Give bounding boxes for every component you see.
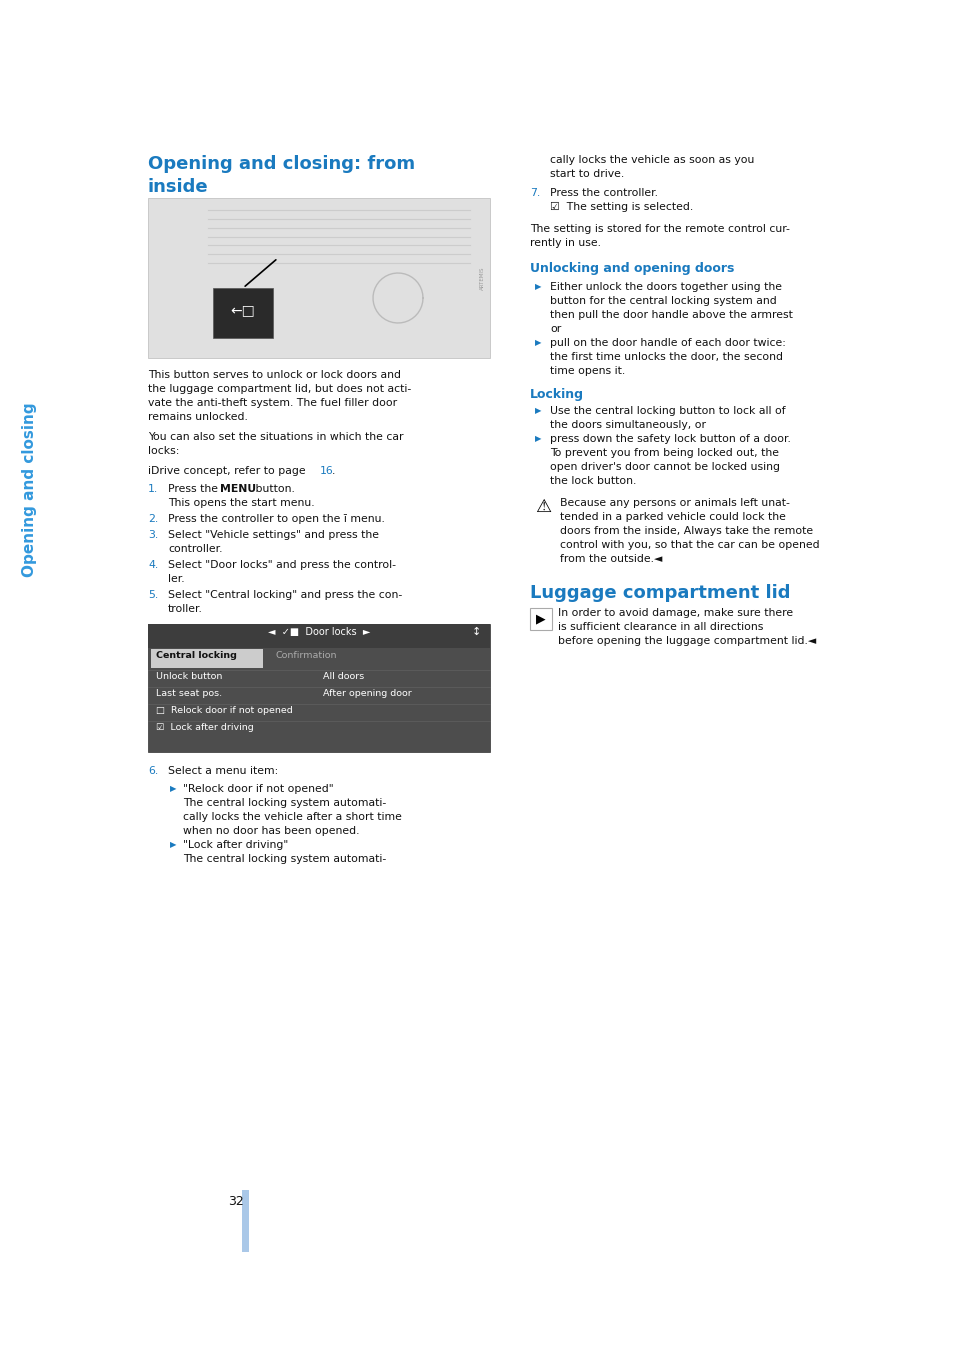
Text: MENU: MENU <box>220 484 255 494</box>
Text: The setting is stored for the remote control cur-: The setting is stored for the remote con… <box>530 224 789 234</box>
Text: Unlocking and opening doors: Unlocking and opening doors <box>530 262 734 276</box>
Text: Central locking: Central locking <box>156 651 236 661</box>
Text: tended in a parked vehicle could lock the: tended in a parked vehicle could lock th… <box>559 512 785 521</box>
Text: 7.: 7. <box>530 188 539 199</box>
Bar <box>148 624 490 753</box>
Text: ↕: ↕ <box>472 627 481 638</box>
Text: controller.: controller. <box>168 544 222 554</box>
Text: button.: button. <box>252 484 294 494</box>
Text: 1.: 1. <box>148 484 158 494</box>
Text: 5.: 5. <box>148 590 158 600</box>
Text: 4.: 4. <box>148 561 158 570</box>
Text: .: . <box>332 466 335 476</box>
Text: ▶: ▶ <box>535 282 541 290</box>
Text: ⚠: ⚠ <box>535 499 551 516</box>
Text: "Relock door if not opened": "Relock door if not opened" <box>183 784 334 794</box>
Text: Press the: Press the <box>168 484 221 494</box>
Text: ▶: ▶ <box>170 840 176 848</box>
Text: ▶: ▶ <box>535 434 541 443</box>
Text: ▶: ▶ <box>535 338 541 347</box>
Text: Press the controller.: Press the controller. <box>550 188 658 199</box>
Text: ler.: ler. <box>168 574 185 584</box>
Text: 3.: 3. <box>148 530 158 540</box>
Text: ☑  Lock after driving: ☑ Lock after driving <box>156 723 253 732</box>
Text: the luggage compartment lid, but does not acti-: the luggage compartment lid, but does no… <box>148 384 411 394</box>
Text: vate the anti-theft system. The fuel filler door: vate the anti-theft system. The fuel fil… <box>148 399 396 408</box>
Text: ▶: ▶ <box>536 612 545 626</box>
Text: "Lock after driving": "Lock after driving" <box>183 840 288 850</box>
Bar <box>213 288 273 338</box>
Text: ▶: ▶ <box>170 784 176 793</box>
Text: inside: inside <box>148 178 209 196</box>
Text: Confirmation: Confirmation <box>275 651 337 661</box>
Text: locks:: locks: <box>148 446 179 457</box>
Text: the lock button.: the lock button. <box>550 476 636 486</box>
Text: ☑  The setting is selected.: ☑ The setting is selected. <box>550 203 693 212</box>
Text: iDrive concept, refer to page: iDrive concept, refer to page <box>148 466 309 476</box>
Text: Locking: Locking <box>530 388 583 401</box>
Bar <box>151 648 263 667</box>
Text: Press the controller to open the ī menu.: Press the controller to open the ī menu. <box>168 513 384 524</box>
Text: from the outside.◄: from the outside.◄ <box>559 554 661 563</box>
Text: or: or <box>550 324 560 334</box>
Text: press down the safety lock button of a door.: press down the safety lock button of a d… <box>550 434 790 444</box>
Bar <box>530 608 552 630</box>
Text: pull on the door handle of each door twice:: pull on the door handle of each door twi… <box>550 338 785 349</box>
Bar <box>148 199 490 358</box>
Text: doors from the inside, Always take the remote: doors from the inside, Always take the r… <box>559 526 812 536</box>
Text: Either unlock the doors together using the: Either unlock the doors together using t… <box>550 282 781 292</box>
Text: time opens it.: time opens it. <box>550 366 624 376</box>
Text: After opening door: After opening door <box>323 689 412 698</box>
Text: 16: 16 <box>319 466 334 476</box>
Bar <box>148 624 490 648</box>
Text: This button serves to unlock or lock doors and: This button serves to unlock or lock doo… <box>148 370 400 380</box>
Text: ▶: ▶ <box>535 407 541 415</box>
Text: Select "Central locking" and press the con-: Select "Central locking" and press the c… <box>168 590 402 600</box>
Text: Opening and closing: from: Opening and closing: from <box>148 155 415 173</box>
Text: To prevent you from being locked out, the: To prevent you from being locked out, th… <box>550 449 779 458</box>
Text: 6.: 6. <box>148 766 158 775</box>
Text: ARTEMIS: ARTEMIS <box>479 266 484 289</box>
Text: Select a menu item:: Select a menu item: <box>168 766 278 775</box>
Text: remains unlocked.: remains unlocked. <box>148 412 248 422</box>
Text: open driver's door cannot be locked using: open driver's door cannot be locked usin… <box>550 462 780 471</box>
Text: You can also set the situations in which the car: You can also set the situations in which… <box>148 432 403 442</box>
Text: ◄  ✓■  Door locks  ►: ◄ ✓■ Door locks ► <box>268 627 370 638</box>
Text: The central locking system automati-: The central locking system automati- <box>183 798 386 808</box>
Text: before opening the luggage compartment lid.◄: before opening the luggage compartment l… <box>558 636 816 646</box>
Text: troller.: troller. <box>168 604 203 613</box>
Text: Select "Vehicle settings" and press the: Select "Vehicle settings" and press the <box>168 530 378 540</box>
Text: 32: 32 <box>228 1196 244 1208</box>
Text: start to drive.: start to drive. <box>550 169 623 178</box>
Text: is sufficient clearance in all directions: is sufficient clearance in all direction… <box>558 621 762 632</box>
Text: Because any persons or animals left unat-: Because any persons or animals left unat… <box>559 499 789 508</box>
Text: Opening and closing: Opening and closing <box>23 403 37 577</box>
Text: This opens the start menu.: This opens the start menu. <box>168 499 314 508</box>
Text: button for the central locking system and: button for the central locking system an… <box>550 296 776 305</box>
Text: All doors: All doors <box>323 671 364 681</box>
Text: cally locks the vehicle as soon as you: cally locks the vehicle as soon as you <box>550 155 754 165</box>
Text: the doors simultaneously, or: the doors simultaneously, or <box>550 420 705 430</box>
Text: Select "Door locks" and press the control-: Select "Door locks" and press the contro… <box>168 561 395 570</box>
Text: Use the central locking button to lock all of: Use the central locking button to lock a… <box>550 407 785 416</box>
Text: □  Relock door if not opened: □ Relock door if not opened <box>156 707 293 715</box>
Text: Unlock button: Unlock button <box>156 671 222 681</box>
Text: Last seat pos.: Last seat pos. <box>156 689 222 698</box>
Text: In order to avoid damage, make sure there: In order to avoid damage, make sure ther… <box>558 608 792 617</box>
Text: rently in use.: rently in use. <box>530 238 600 249</box>
Bar <box>242 1190 249 1252</box>
Text: The central locking system automati-: The central locking system automati- <box>183 854 386 865</box>
Text: then pull the door handle above the armrest: then pull the door handle above the armr… <box>550 309 792 320</box>
Text: cally locks the vehicle after a short time: cally locks the vehicle after a short ti… <box>183 812 401 821</box>
Text: the first time unlocks the door, the second: the first time unlocks the door, the sec… <box>550 353 782 362</box>
Text: Luggage compartment lid: Luggage compartment lid <box>530 584 790 603</box>
Text: control with you, so that the car can be opened: control with you, so that the car can be… <box>559 540 819 550</box>
Text: ←□: ←□ <box>231 303 255 317</box>
Text: 2.: 2. <box>148 513 158 524</box>
Bar <box>148 648 490 670</box>
Text: when no door has been opened.: when no door has been opened. <box>183 825 359 836</box>
